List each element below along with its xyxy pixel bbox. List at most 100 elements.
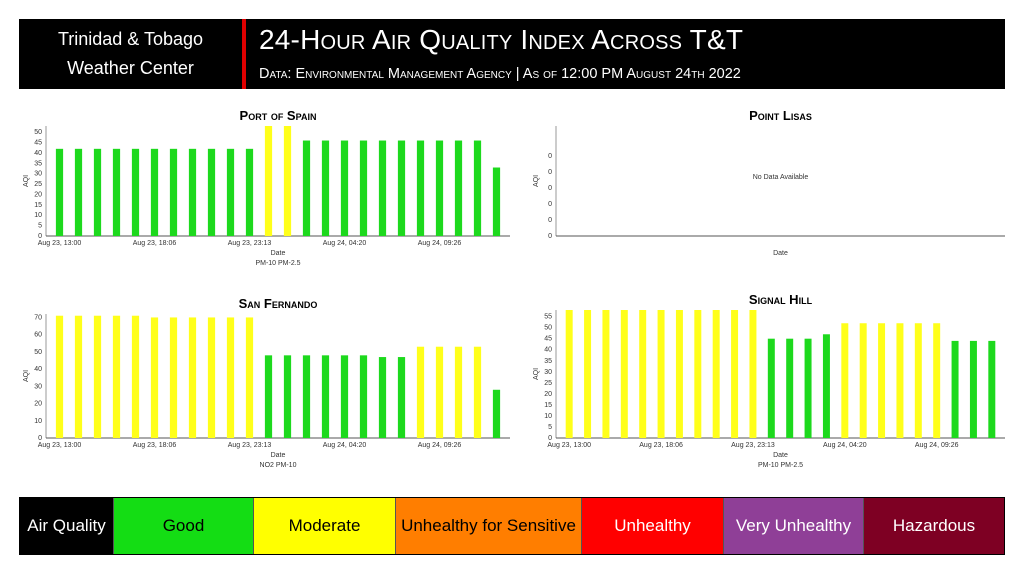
x-tick-label: Aug 23, 18:06 [133,240,177,247]
legend-label: Moderate [288,516,361,535]
aqi-bar [639,310,647,438]
x-axis-label: Date [271,452,286,459]
legend-cell-good: Good [114,498,254,554]
y-tick-label: 15 [544,402,552,409]
aqi-bar [786,338,794,438]
y-tick-label: 25 [34,181,42,188]
y-tick-label: 5 [548,424,552,431]
chart-title: San Fernando [239,296,318,311]
legend-cell-very-unhealthy: Very Unhealthy [724,498,864,554]
aqi-bar [321,140,330,236]
legend-label: Very Unhealthy [735,516,852,535]
aqi-bar [731,310,739,438]
aqi-bar [359,140,368,236]
x-tick-label: Aug 24, 04:20 [823,442,867,449]
y-tick-label: 20 [34,401,42,408]
aqi-bar [131,315,140,438]
x-tick-label: Aug 23, 18:06 [639,442,683,449]
aqi-bar [93,148,102,236]
aqi-bar [492,389,501,438]
aqi-bar [914,323,922,438]
y-tick-label: 20 [544,391,552,398]
aqi-bar [492,167,501,236]
x-tick-label: Aug 23, 13:00 [38,240,82,247]
legend-label: Unhealthy [614,516,691,535]
legend-cell-air-quality: Air Quality [20,498,114,554]
y-tick-label: 70 [34,314,42,321]
y-tick-label: 0 [548,185,552,192]
y-tick-label: 50 [34,129,42,136]
x-tick-label: Aug 23, 23:13 [228,442,272,449]
x-tick-label: Aug 23, 13:00 [547,442,591,449]
aqi-bar [565,310,573,438]
x-axis-label: Date [773,250,788,257]
aqi-bar [378,357,387,438]
aqi-bar [283,355,292,438]
aqi-bar [933,323,941,438]
y-tick-label: 50 [544,325,552,332]
aqi-bar [55,148,64,236]
legend-label: Unhealthy for Sensitive [401,516,576,535]
x-tick-label: Aug 23, 18:06 [133,442,177,449]
aqi-bar [454,140,463,236]
brand-line-1: Trinidad & Tobago [57,29,204,49]
x-tick-label: Aug 23, 23:13 [731,442,775,449]
aqi-legend-bar: Air Quality Good Moderate Unhealthy for … [19,497,1005,555]
y-tick-label: 30 [34,383,42,390]
y-tick-label: 0 [548,435,552,442]
y-tick-label: 35 [34,160,42,167]
x-tick-label: Aug 24, 09:26 [418,240,462,247]
y-tick-label: 10 [544,413,552,420]
aqi-bar [969,340,977,438]
y-axis-label: AQI [533,368,540,380]
aqi-bar [150,317,159,438]
aqi-bar [302,355,311,438]
chart-title: Point Lisas [749,108,812,123]
aqi-bar [245,148,254,236]
aqi-bar [207,148,216,236]
y-tick-label: 40 [34,366,42,373]
y-tick-label: 5 [38,223,42,230]
y-tick-label: 30 [34,171,42,178]
aqi-bar [302,140,311,236]
y-tick-label: 10 [34,418,42,425]
aqi-bar [340,355,349,438]
aqi-bar [767,338,775,438]
chart-title: Port of Spain [240,108,317,123]
aqi-bar [602,310,610,438]
aqi-bar [712,310,720,438]
aqi-bar [804,338,812,438]
aqi-bar [321,355,330,438]
header: Trinidad & Tobago Weather Center 24-Hour… [19,19,1005,89]
aqi-bar [416,140,425,236]
aqi-bar [283,126,292,236]
aqi-bar [359,355,368,438]
x-tick-label: Aug 23, 13:00 [38,442,82,449]
aqi-bar [694,310,702,438]
chart-legend: PM-10 PM-2.5 [758,462,803,469]
y-tick-label: 50 [34,349,42,356]
aqi-bar [454,346,463,438]
page-subtitle: Data: Environmental Management Agency | … [259,66,741,82]
aqi-bar [620,310,628,438]
aqi-bar [264,126,273,236]
legend-cell-unhealthy: Unhealthy [582,498,724,554]
chart-signal-hill: Signal Hill AQI Date PM-10 PM-2.5 0 5 10 15 20 25… [533,292,1005,469]
aqi-bar [55,315,64,438]
y-axis-label: AQI [23,175,30,187]
y-tick-label: 0 [38,435,42,442]
aqi-bar [951,340,959,438]
y-tick-label: 0 [548,217,552,224]
aqi-bar [112,315,121,438]
aqi-bar [169,317,178,438]
y-axis-label: AQI [533,175,540,187]
legend-label: Good [162,516,205,535]
chart-san-fernando: San Fernando AQI Date NO2 PM-10 0 10 20 30 40 50 6… [23,296,510,469]
aqi-bar [859,323,867,438]
aqi-bar [473,346,482,438]
aqi-bar [473,140,482,236]
chart-legend: PM-10 PM-2.5 [255,260,300,267]
aqi-bar [435,140,444,236]
aqi-bar [988,340,996,438]
chart-legend: NO2 PM-10 [260,462,297,469]
